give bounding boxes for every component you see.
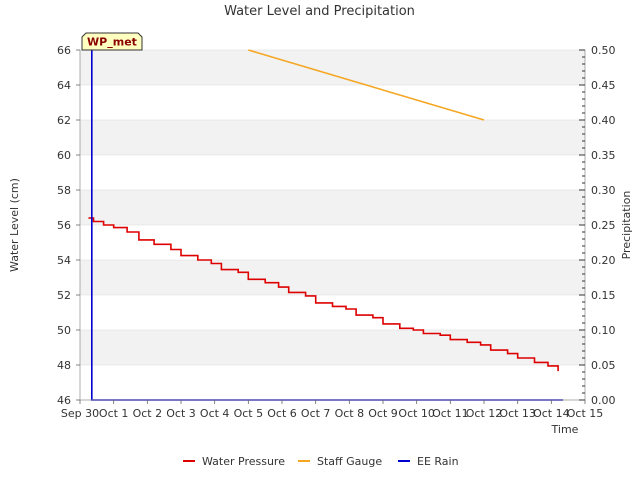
grid-band <box>80 120 585 155</box>
y2-axis-label: Precipitation <box>620 191 633 260</box>
grid-band <box>80 365 585 400</box>
labels-layer: 46 48 50 52 54 56 58 60 62 64 66 0.00 0.05 0.10 0.15 0.… <box>8 4 633 436</box>
y2-tick-label: 0.30 <box>591 184 616 197</box>
grid-bands <box>80 49 585 401</box>
y2-tick-label: 0.25 <box>591 219 616 232</box>
grid-band <box>80 225 585 260</box>
y-tick-label: 54 <box>57 254 71 267</box>
grid-band <box>80 50 585 85</box>
x-tick-label: Oct 14 <box>533 407 570 420</box>
y-tick-label: 58 <box>57 184 71 197</box>
y-tick-label: 64 <box>57 79 71 92</box>
legend-label: EE Rain <box>417 455 459 468</box>
x-tick-label: Oct 2 <box>133 407 163 420</box>
y-tick-label: 56 <box>57 219 71 232</box>
x-tick-label: Oct 9 <box>368 407 398 420</box>
series-line-staff-gauge <box>248 49 485 121</box>
y-tick-label: 46 <box>57 394 71 407</box>
grid-band <box>80 260 585 295</box>
x-axis-label: Time <box>551 423 579 436</box>
y-tick-label: 52 <box>57 289 71 302</box>
y2-tick-label: 0.00 <box>591 394 616 407</box>
x-tick-label: Oct 7 <box>301 407 331 420</box>
y2-tick-label: 0.20 <box>591 254 616 267</box>
x-tick-label: Oct 8 <box>335 407 365 420</box>
axes-layer <box>76 49 586 404</box>
y-tick-label: 50 <box>57 324 71 337</box>
y2-tick-label: 0.50 <box>591 44 616 57</box>
y-tick-label: 62 <box>57 114 71 127</box>
x-tick-label: Oct 10 <box>398 407 435 420</box>
x-tick-label: Oct 3 <box>166 407 196 420</box>
y2-tick-label: 0.40 <box>591 114 616 127</box>
grid-band <box>80 295 585 330</box>
grid-band <box>80 330 585 365</box>
x-tick-label: Oct 1 <box>99 407 129 420</box>
y-tick-label: 48 <box>57 359 71 372</box>
y-tick-label: 60 <box>57 149 71 162</box>
site-badge-label: WP_met <box>87 36 137 49</box>
y-tick-label: 66 <box>57 44 71 57</box>
legend-label: Water Pressure <box>202 455 285 468</box>
legend-label: Staff Gauge <box>317 455 382 468</box>
y2-tick-label: 0.15 <box>591 289 616 302</box>
x-tick-label: Oct 13 <box>499 407 536 420</box>
y2-tick-label: 0.35 <box>591 149 616 162</box>
y2-tick-label: 0.45 <box>591 79 616 92</box>
legend: Water Pressure Staff Gauge EE Rain <box>183 455 459 468</box>
grid-band <box>80 190 585 225</box>
chart-title: Water Level and Precipitation <box>224 4 415 19</box>
x-tick-label: Oct 6 <box>267 407 297 420</box>
x-tick-label: Oct 11 <box>432 407 469 420</box>
grid-band <box>80 85 585 120</box>
x-tick-label: Oct 4 <box>200 407 230 420</box>
series-line-water-pressure <box>88 217 559 372</box>
y2-tick-label: 0.10 <box>591 324 616 337</box>
grid-band <box>80 155 585 190</box>
y2-tick-label: 0.05 <box>591 359 616 372</box>
x-tick-label: Oct 5 <box>234 407 264 420</box>
x-tick-label: Oct 12 <box>466 407 503 420</box>
x-tick-label: Sep 30 <box>61 407 99 420</box>
x-tick-label: Oct 15 <box>567 407 604 420</box>
y-axis-label: Water Level (cm) <box>8 178 21 272</box>
site-badge-box <box>81 32 143 51</box>
